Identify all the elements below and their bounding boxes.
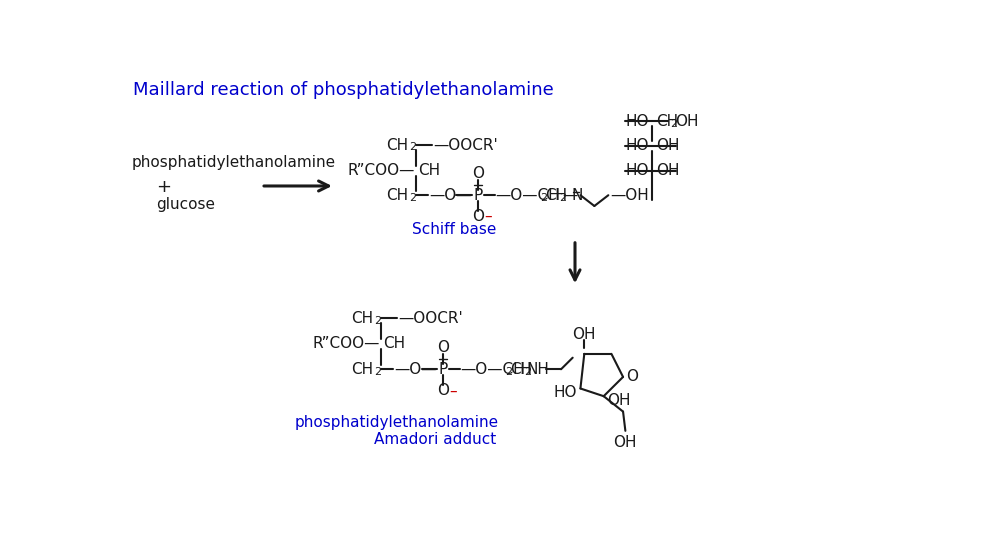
Text: —OOCR': —OOCR' <box>432 138 497 153</box>
Text: Amadori adduct: Amadori adduct <box>374 433 496 448</box>
Text: OH: OH <box>607 392 631 407</box>
Text: P: P <box>473 188 482 203</box>
Text: CH: CH <box>383 336 405 351</box>
Text: OH: OH <box>656 163 679 178</box>
Text: R”COO—: R”COO— <box>347 163 414 178</box>
Text: O: O <box>626 369 638 384</box>
Text: —OH: —OH <box>609 188 648 203</box>
Text: HO: HO <box>553 385 576 400</box>
Text: —O—: —O— <box>394 362 436 377</box>
Text: 2: 2 <box>409 192 416 203</box>
Text: phosphatidylethanolamine: phosphatidylethanolamine <box>295 415 498 430</box>
Text: OH: OH <box>613 435 637 450</box>
Text: 2: 2 <box>540 192 547 203</box>
Text: Maillard reaction of phosphatidylethanolamine: Maillard reaction of phosphatidylethanol… <box>133 81 554 99</box>
Text: —O—CH: —O—CH <box>459 362 525 377</box>
Text: —: — <box>562 188 577 203</box>
Text: CH: CH <box>351 362 373 377</box>
Text: —O—CH: —O—CH <box>494 188 560 203</box>
Text: 2: 2 <box>409 143 416 152</box>
Text: –: – <box>449 383 456 398</box>
Text: NH: NH <box>527 362 550 377</box>
Text: O: O <box>471 166 483 181</box>
Text: —OOCR': —OOCR' <box>398 311 462 326</box>
Text: 2: 2 <box>505 367 512 377</box>
Text: —O—: —O— <box>429 188 471 203</box>
Text: 2: 2 <box>374 367 381 377</box>
Text: 2: 2 <box>524 367 531 377</box>
Text: CH: CH <box>418 163 440 178</box>
Text: CH: CH <box>545 188 567 203</box>
Text: OH: OH <box>572 327 596 342</box>
Text: O: O <box>471 209 483 224</box>
Text: Schiff base: Schiff base <box>412 222 496 237</box>
Text: OH: OH <box>656 138 679 153</box>
Text: CH: CH <box>386 188 408 203</box>
Text: HO: HO <box>625 114 648 129</box>
Text: P: P <box>438 362 447 377</box>
Text: +: + <box>156 178 172 196</box>
Text: phosphatidylethanolamine: phosphatidylethanolamine <box>131 155 335 170</box>
Text: HO: HO <box>625 163 648 178</box>
Text: CH: CH <box>656 114 678 129</box>
Text: N: N <box>571 188 582 203</box>
Text: CH: CH <box>510 362 532 377</box>
Text: 2: 2 <box>558 192 566 203</box>
Text: glucose: glucose <box>156 197 216 212</box>
Text: 2: 2 <box>374 316 381 326</box>
Text: CH: CH <box>351 311 373 326</box>
Text: OH: OH <box>674 114 698 129</box>
Text: O: O <box>437 340 448 355</box>
Text: HO: HO <box>625 138 648 153</box>
Text: CH: CH <box>386 138 408 153</box>
Text: O: O <box>437 383 448 398</box>
Text: 2: 2 <box>670 118 677 129</box>
Text: –: – <box>483 209 491 224</box>
Text: R”COO—: R”COO— <box>312 336 379 351</box>
